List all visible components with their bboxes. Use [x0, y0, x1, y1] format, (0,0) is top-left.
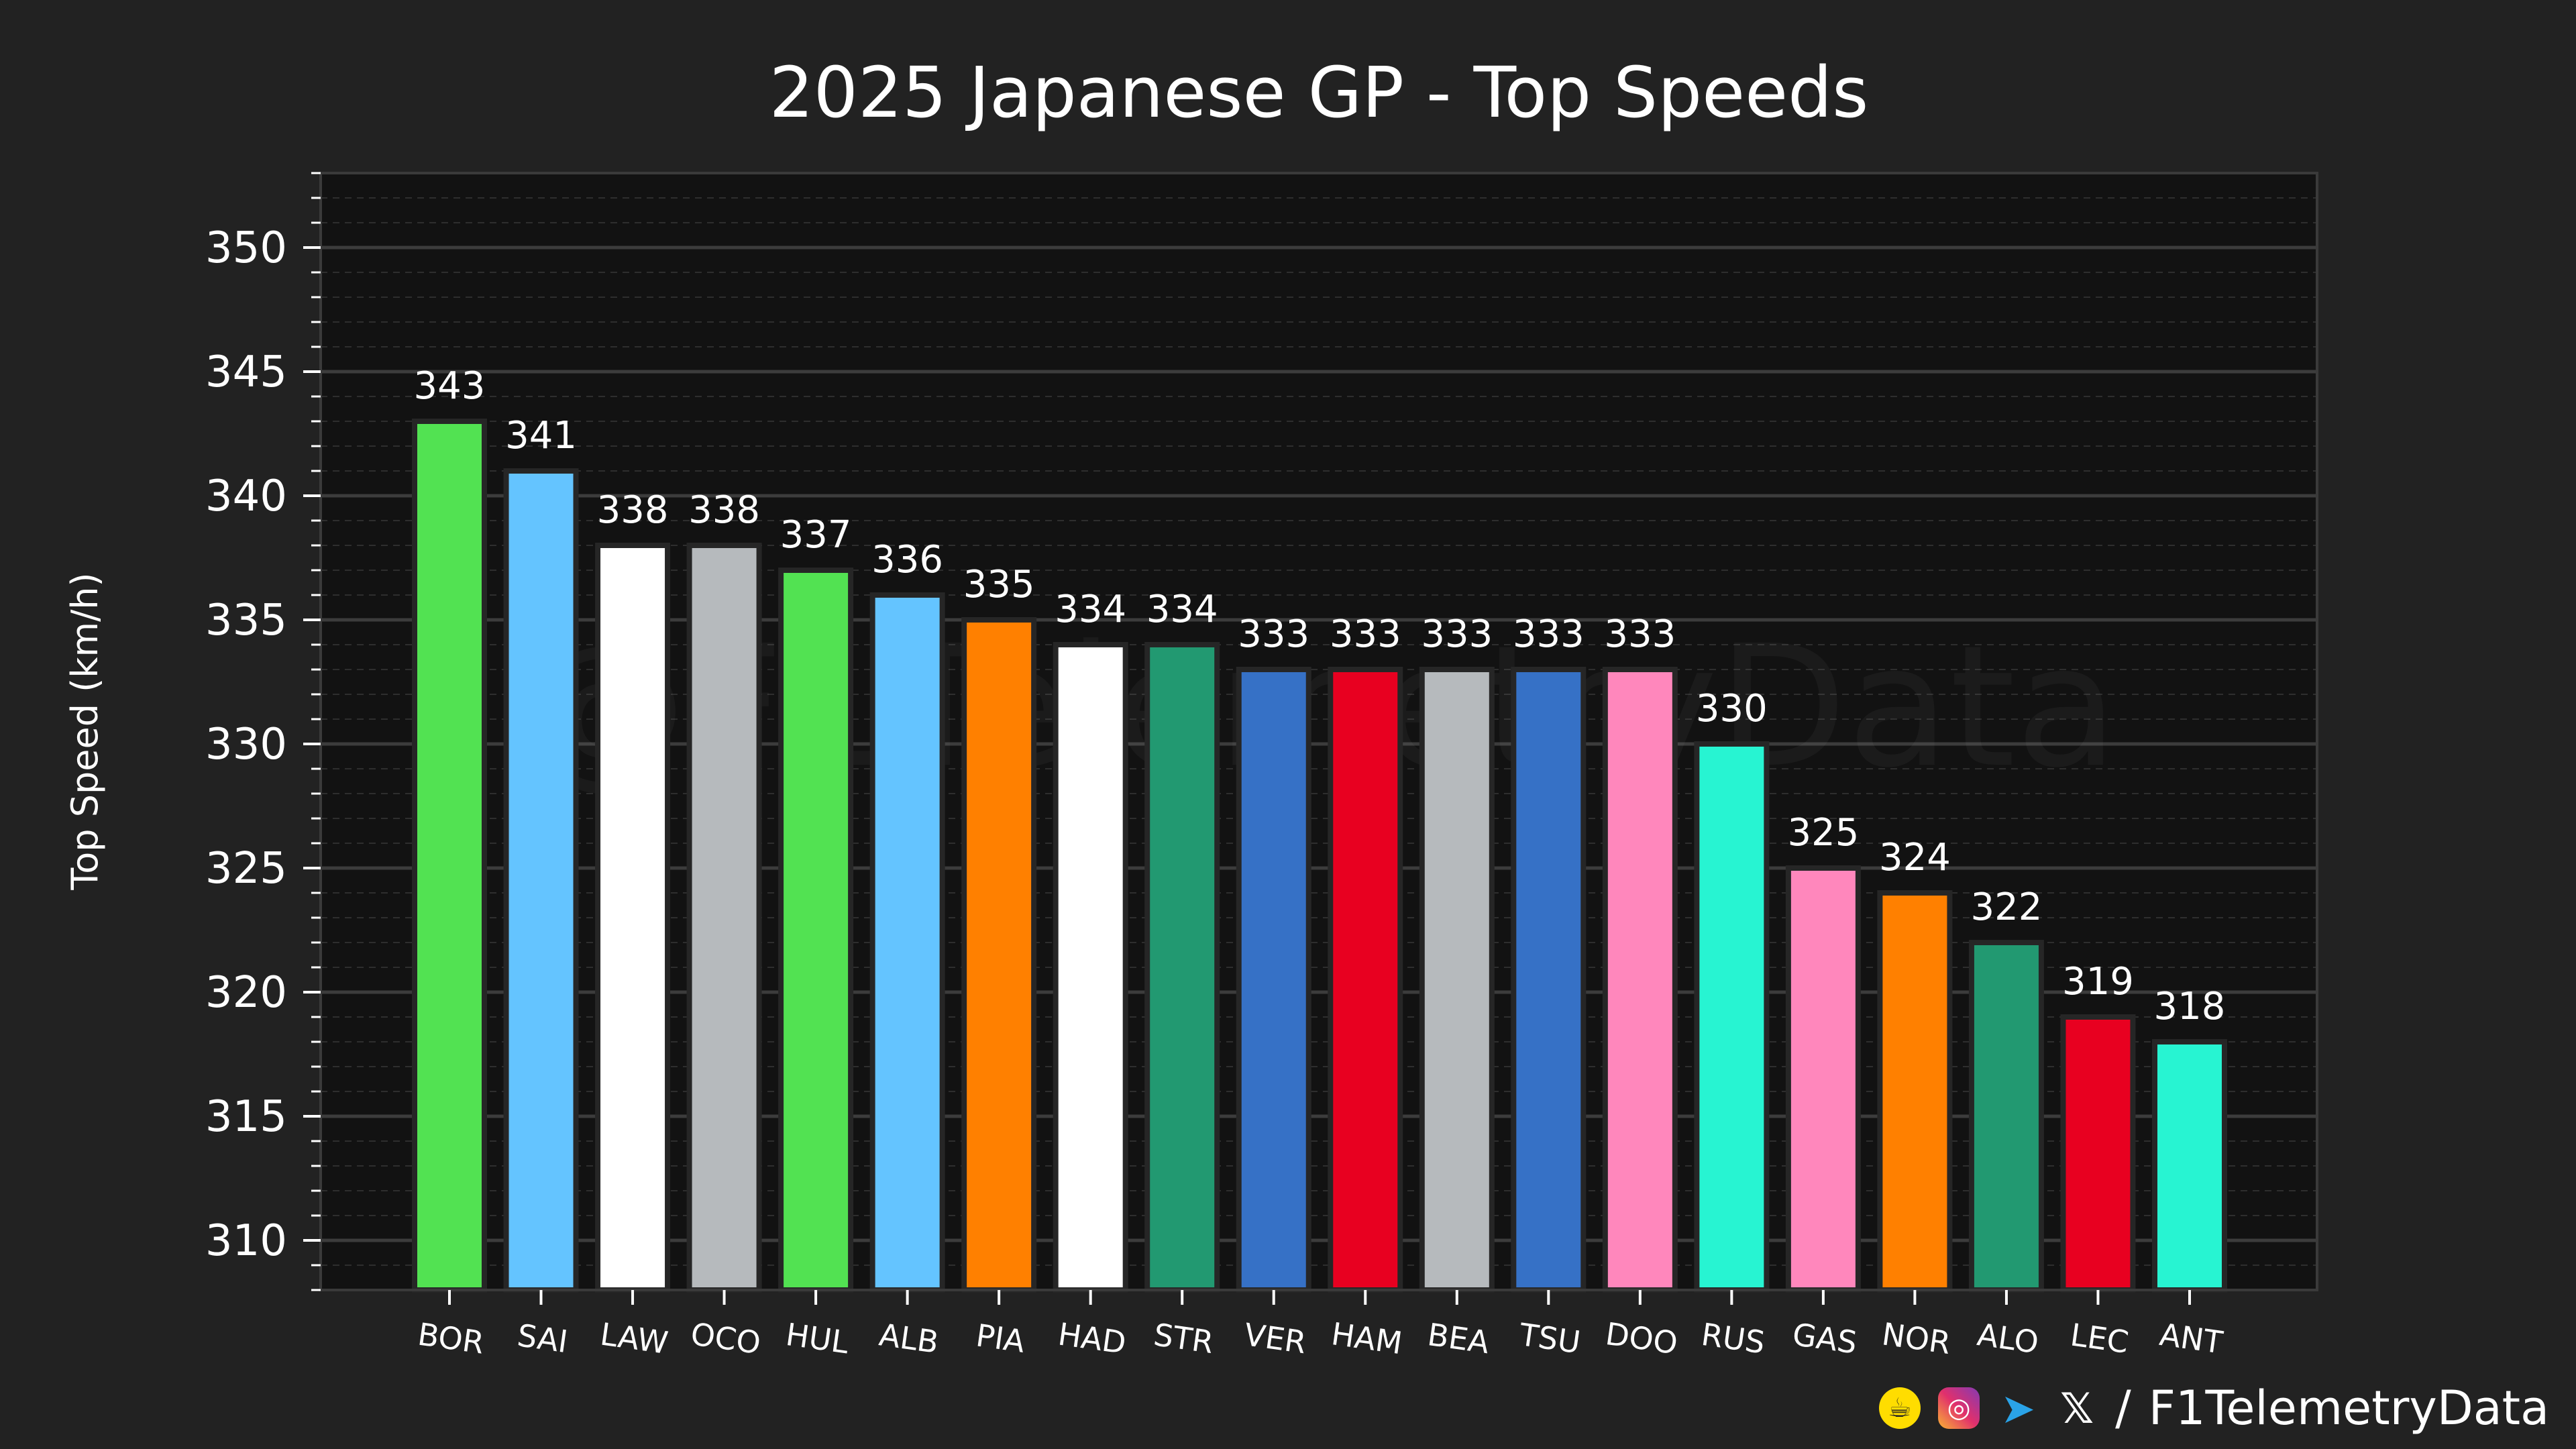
- bar-bea: [1419, 667, 1495, 1293]
- bar-lec: [2060, 1014, 2136, 1293]
- x-tick-label: RUS: [1699, 1316, 1767, 1361]
- bar-value-label: 322: [1971, 885, 2043, 929]
- chart-title: 2025 Japanese GP - Top Speeds: [769, 52, 1869, 133]
- x-tick-label: ALO: [1975, 1316, 2041, 1360]
- x-tick-label: TSU: [1517, 1316, 1583, 1360]
- bar-value-label: 333: [1238, 612, 1309, 656]
- y-tick-label: 320: [205, 968, 287, 1018]
- bar-str: [1144, 642, 1220, 1293]
- bar-value-label: 319: [2062, 960, 2134, 1004]
- bar-value-label: 333: [1604, 612, 1676, 656]
- x-axis: BOR SAI LAW OCO HUL ALB PIA HAD STR VER HAM BEA TSU D…: [415, 1290, 2225, 1361]
- x-tick-label: LAW: [598, 1316, 670, 1361]
- bar-value-label: 318: [2154, 985, 2226, 1028]
- y-tick-label: 325: [205, 844, 287, 894]
- bar-ham: [1328, 667, 1403, 1293]
- bar-tsu: [1511, 667, 1587, 1293]
- x-tick-label: BEA: [1426, 1316, 1492, 1360]
- footer-separator: /: [2115, 1381, 2131, 1436]
- bar-had: [1053, 642, 1128, 1293]
- x-tick-label: BOR: [415, 1316, 486, 1361]
- bar-doo: [1602, 667, 1678, 1293]
- bar-value-label: 333: [1513, 612, 1585, 656]
- y-tick-label: 350: [205, 223, 287, 273]
- bar-value-label: 338: [688, 488, 760, 532]
- bar-value-label: 334: [1055, 588, 1126, 631]
- y-tick-label: 345: [205, 347, 287, 397]
- bar-law: [595, 543, 671, 1293]
- x-tick-label: NOR: [1880, 1316, 1953, 1361]
- bar-value-label: 343: [414, 364, 486, 408]
- bar-value-label: 333: [1330, 612, 1401, 656]
- x-tick-label: SAI: [515, 1317, 570, 1360]
- bar-value-label: 338: [597, 488, 669, 532]
- instagram-icon[interactable]: ◎: [1938, 1387, 1980, 1429]
- bar-hul: [778, 568, 854, 1293]
- bar-gas: [1785, 865, 1861, 1293]
- x-tick-label: STR: [1151, 1316, 1216, 1360]
- bar-value-label: 334: [1146, 588, 1218, 631]
- bar-bor: [412, 419, 487, 1293]
- y-tick-label: 310: [205, 1216, 287, 1266]
- bar-value-label: 341: [505, 414, 577, 458]
- y-tick-label: 330: [205, 720, 287, 769]
- x-tick-label: OCO: [688, 1316, 763, 1361]
- x-icon[interactable]: 𝕏: [2060, 1383, 2094, 1433]
- bar-value-label: 325: [1787, 811, 1859, 855]
- bar-sai: [503, 468, 579, 1293]
- bar-value-label: 336: [871, 538, 943, 582]
- x-tick-label: ANT: [2157, 1316, 2225, 1361]
- footer: ☕ ◎ ➤ 𝕏 / F1TelemetryData: [1879, 1381, 2549, 1436]
- x-tick-label: GAS: [1790, 1316, 1860, 1361]
- bar-ver: [1236, 667, 1311, 1293]
- bar-value-label: 337: [780, 513, 852, 557]
- bar-nor: [1877, 890, 1953, 1293]
- bar-value-label: 335: [963, 563, 1035, 606]
- y-tick-label: 315: [205, 1092, 287, 1142]
- bar-alo: [1968, 940, 2044, 1293]
- x-tick-label: HAM: [1329, 1316, 1404, 1361]
- x-tick-label: DOO: [1603, 1316, 1680, 1361]
- plot-frame: [319, 172, 2318, 1291]
- x-tick-label: LEC: [2068, 1316, 2131, 1360]
- bar-value-label: 324: [1879, 836, 1951, 879]
- bar-pia: [961, 617, 1037, 1293]
- bar-rus: [1694, 741, 1770, 1293]
- bar-value-label: 333: [1421, 612, 1493, 656]
- x-tick-label: VER: [1242, 1316, 1308, 1360]
- bar-alb: [869, 592, 945, 1293]
- bar-value-label: 330: [1696, 687, 1768, 731]
- bar-oco: [686, 543, 762, 1293]
- y-axis: 310 315 320 325 330 335 340 345 350: [205, 172, 321, 1291]
- x-tick-label: HUL: [784, 1316, 851, 1361]
- x-tick-label: HAD: [1056, 1316, 1128, 1361]
- coffee-icon[interactable]: ☕: [1879, 1387, 1921, 1429]
- y-tick-label: 340: [205, 472, 287, 521]
- x-tick-label: ALB: [877, 1316, 941, 1360]
- footer-handle[interactable]: F1TelemetryData: [2148, 1381, 2549, 1436]
- bar-ant: [2152, 1039, 2227, 1293]
- y-axis-label: Top Speed (km/h): [64, 572, 106, 890]
- x-tick-label: PIA: [974, 1317, 1028, 1360]
- telegram-icon[interactable]: ➤: [2000, 1383, 2036, 1433]
- y-tick-label: 335: [205, 596, 287, 645]
